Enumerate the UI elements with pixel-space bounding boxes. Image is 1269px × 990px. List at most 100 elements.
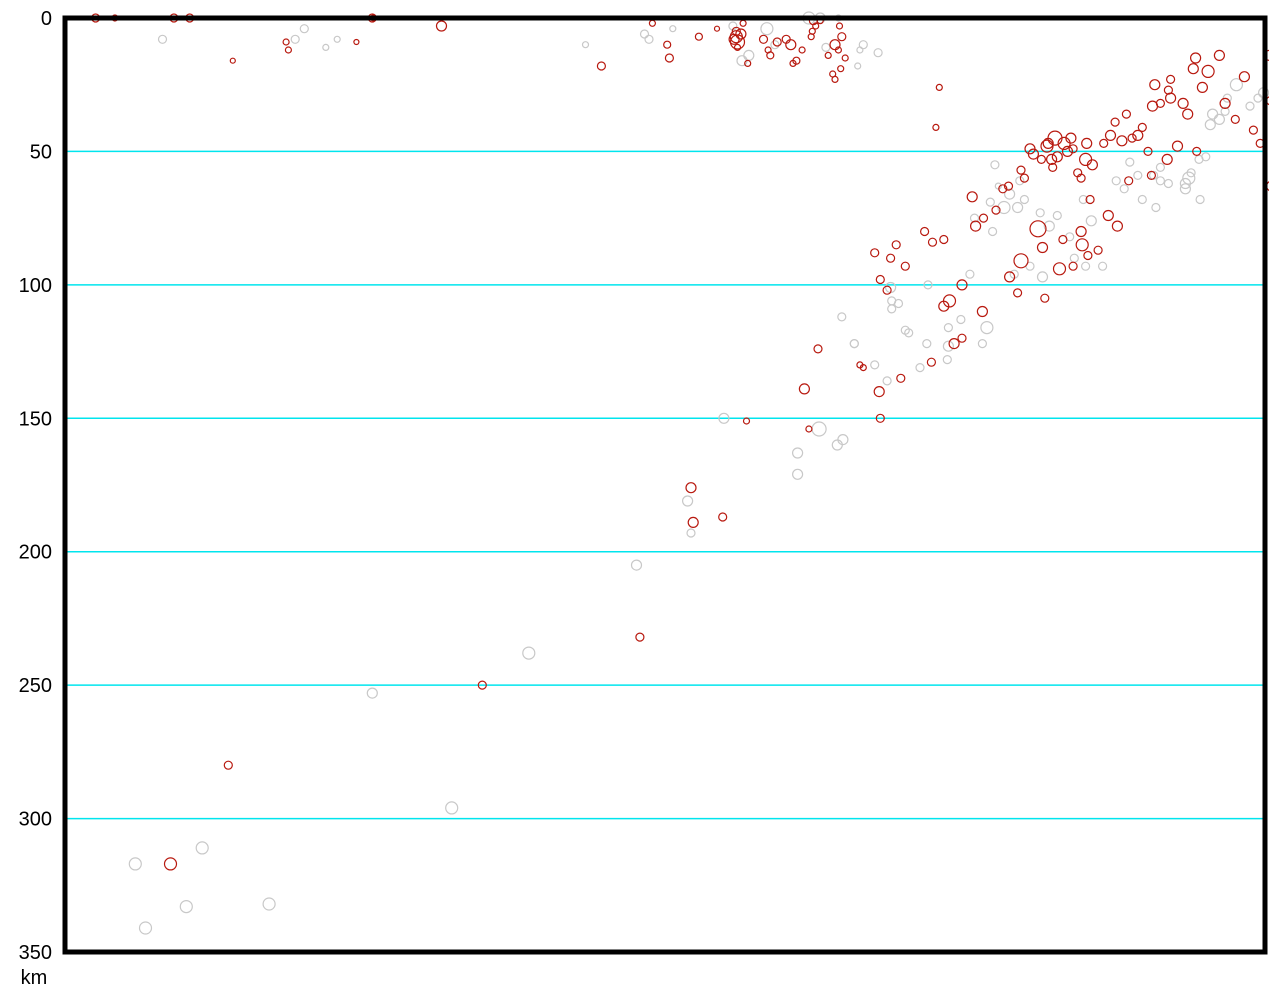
data-point [1213, 49, 1226, 62]
data-point [760, 22, 774, 36]
data-point [1164, 92, 1177, 104]
data-point [1097, 261, 1108, 271]
data-point [718, 412, 730, 424]
data-point [1161, 153, 1173, 165]
data-point [1003, 181, 1014, 191]
data-point [1204, 119, 1216, 131]
data-point [477, 680, 487, 690]
data-point [831, 75, 839, 84]
data-point [821, 42, 831, 53]
data-point [813, 344, 823, 354]
data-point [1187, 63, 1199, 75]
data-point [875, 413, 885, 423]
data-point [977, 339, 988, 349]
data-point [1137, 122, 1147, 133]
data-point [1027, 148, 1040, 160]
data-point [798, 46, 806, 54]
data-point [663, 40, 672, 49]
data-point [915, 363, 925, 373]
data-point [766, 51, 775, 60]
data-point [333, 35, 341, 43]
data-point [811, 421, 827, 437]
data-point [939, 234, 949, 245]
data-point [1058, 234, 1068, 245]
data-point [943, 323, 954, 333]
data-point [694, 32, 704, 41]
data-point [1111, 176, 1121, 186]
data-point [353, 38, 360, 46]
data-point [733, 43, 742, 52]
data-point [991, 205, 1001, 215]
data-point [669, 25, 677, 33]
y-tick-label: 50 [30, 141, 52, 163]
data-point [262, 897, 276, 911]
data-point [1052, 210, 1062, 221]
data-point [322, 43, 330, 52]
data-point [1043, 220, 1055, 232]
data-point [1075, 238, 1089, 252]
data-point [1165, 74, 1176, 85]
data-point [163, 857, 178, 871]
data-point [1061, 145, 1074, 157]
data-point [664, 53, 675, 63]
data-point [1075, 225, 1087, 238]
data-point [1013, 253, 1029, 269]
data-point [1078, 152, 1093, 166]
data-point [1253, 93, 1263, 103]
data-point [956, 279, 968, 291]
data-point [581, 41, 590, 49]
data-point [942, 294, 957, 308]
data-point [980, 321, 994, 335]
data-point [179, 899, 193, 914]
data-point [1245, 101, 1255, 111]
data-point [1111, 220, 1124, 232]
data-point [923, 280, 933, 290]
data-point [1155, 162, 1166, 172]
data-point [138, 921, 153, 935]
data-point [829, 39, 841, 51]
data-point [789, 59, 797, 68]
data-point [596, 61, 607, 71]
earthquake-points [90, 11, 1269, 935]
data-point [1143, 146, 1153, 156]
data-point [1052, 262, 1067, 276]
data-point [1124, 176, 1134, 186]
data-point [1151, 202, 1161, 213]
data-point [1078, 194, 1088, 205]
data-point [837, 65, 845, 73]
data-point [718, 512, 728, 522]
data-point [742, 417, 751, 425]
data-point [966, 191, 978, 203]
data-point [1051, 151, 1063, 163]
data-point [870, 248, 880, 258]
data-point [990, 160, 1000, 170]
data-point [927, 237, 938, 247]
data-point [873, 386, 885, 398]
data-point [1121, 109, 1132, 119]
data-point [1016, 165, 1026, 175]
data-point [1047, 130, 1063, 146]
data-point [893, 298, 904, 309]
data-point [299, 24, 309, 34]
data-point [935, 83, 943, 92]
data-point [435, 20, 448, 32]
data-point [891, 240, 901, 250]
data-point [785, 39, 797, 51]
data-point [1248, 125, 1259, 135]
data-point [969, 220, 982, 232]
data-point [900, 261, 910, 271]
data-point [1069, 253, 1079, 263]
data-point [882, 376, 892, 386]
data-point [1048, 162, 1058, 172]
y-tick-label: 200 [19, 542, 52, 564]
data-point [798, 383, 811, 395]
data-point [1012, 288, 1023, 298]
data-point [791, 468, 804, 480]
data-point [896, 373, 906, 383]
data-point [1179, 183, 1192, 195]
data-point [1029, 220, 1047, 238]
data-point [1149, 79, 1161, 91]
data-point [1040, 139, 1054, 153]
data-point [522, 646, 536, 660]
